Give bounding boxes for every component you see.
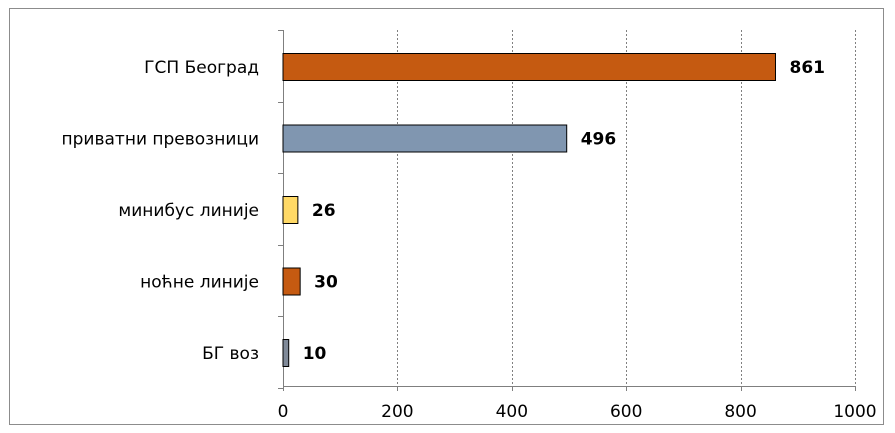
bar-3 (282, 196, 299, 224)
bar-5 (282, 339, 290, 367)
data-label: 496 (581, 130, 617, 150)
axes (278, 30, 856, 391)
x-tick-label-200: 200 (381, 402, 413, 422)
category-label: приватни превозници (62, 130, 259, 150)
x-tick-label-600: 600 (610, 402, 642, 422)
gridlines (397, 30, 856, 386)
category-label: БГ воз (202, 344, 259, 364)
data-label: 861 (789, 58, 825, 78)
labels: 0 200 400 600 800 1000 ГСП Београд 861 приватни … (62, 58, 877, 422)
data-label: 30 (314, 273, 338, 293)
data-label: 10 (303, 344, 327, 364)
x-tick-label-0: 0 (278, 402, 289, 422)
bar-4 (282, 267, 301, 296)
category-label: ГСП Београд (144, 58, 259, 78)
x-tick-label-400: 400 (496, 402, 528, 422)
x-tick-label-800: 800 (724, 402, 756, 422)
x-tick-label-1000: 1000 (833, 402, 876, 422)
category-label: ноћне линије (140, 273, 259, 293)
data-label: 26 (312, 201, 336, 221)
category-label: минибус линије (118, 201, 259, 221)
bar-2 (282, 124, 568, 153)
bars (282, 53, 776, 367)
bar-1 (282, 53, 776, 81)
